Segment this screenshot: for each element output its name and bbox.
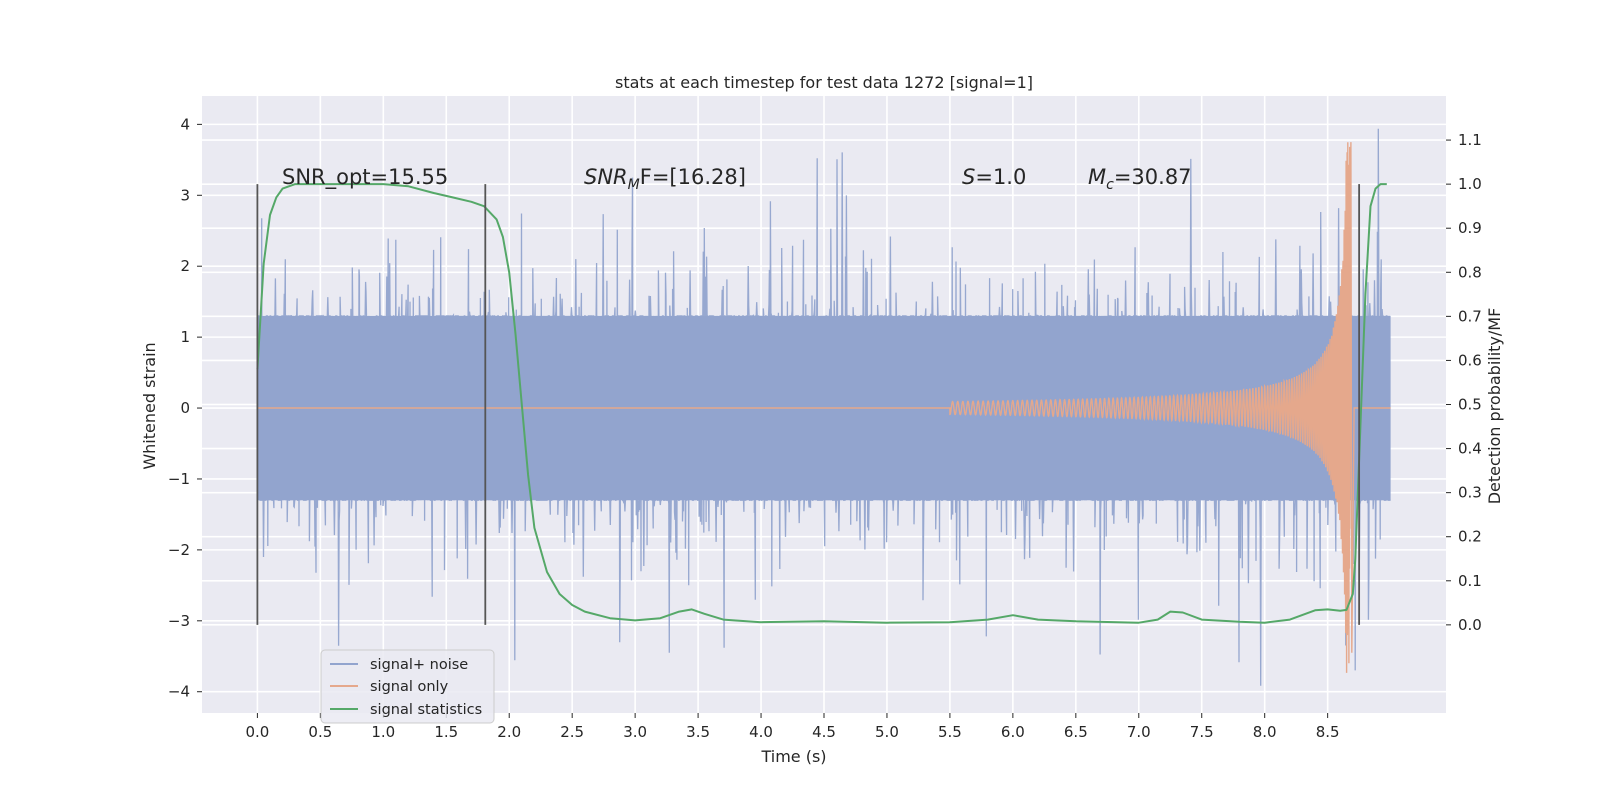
x-axis: 0.0 0.5 1.0 1.5 2.0 2.5 3.0 3.5 4.0 4.5 5.0 5.5 6.0 6… [245, 713, 1340, 741]
x-tick-label: 3.5 [686, 723, 710, 741]
y-right-tick-label: 0.4 [1458, 440, 1482, 458]
snr-mf-sub: M [628, 177, 640, 193]
snr-mf-var: SNR [584, 165, 628, 189]
annotation-snr-opt: SNR_opt=15.55 [282, 165, 448, 190]
y-right-tick-label: 0.2 [1458, 528, 1482, 546]
x-tick-label: 0.5 [308, 723, 332, 741]
y-right-tick-label: 0.5 [1458, 396, 1482, 414]
y-left-tick-label: −4 [168, 683, 190, 701]
series-signal-only [257, 142, 1391, 673]
x-tick-label: 8.0 [1253, 723, 1277, 741]
x-tick-label: 2.5 [560, 723, 584, 741]
y-axis-left-title: Whitened strain [140, 342, 159, 469]
legend: signal+ noise signal only signal statist… [320, 649, 495, 724]
y-left-tick-label: 2 [180, 257, 190, 275]
y-left-tick-label: 1 [180, 328, 190, 346]
x-tick-label: 1.5 [434, 723, 458, 741]
x-tick-label: 2.0 [497, 723, 521, 741]
y-right-tick-label: 1.1 [1458, 131, 1482, 149]
x-tick-label: 5.5 [938, 723, 962, 741]
mc-var: M [1088, 165, 1106, 189]
y-axis-right: 1.1 1.0 0.9 0.8 0.7 0.6 0.5 0.4 0.3 0.2 0.1 0.0 [1446, 131, 1482, 634]
x-tick-label: 7.5 [1190, 723, 1214, 741]
series-signal-statistics [256, 183, 1387, 624]
annotations: SNR_opt=15.55 SNRMF=[16.28] S=1.0 Mc=30.… [282, 165, 1192, 193]
snr-mf-value: F=[16.28] [640, 165, 746, 189]
y-right-tick-label: 0.7 [1458, 307, 1482, 325]
y-right-tick-label: 0.1 [1458, 572, 1482, 590]
legend-box [320, 649, 495, 724]
annotation-s: S=1.0 [962, 165, 1026, 189]
y-left-tick-label: −1 [168, 470, 190, 488]
y-right-tick-label: 0.3 [1458, 484, 1482, 502]
annotation-snr-mf: SNRMF=[16.28] [584, 165, 746, 193]
legend-label-signal-only: signal only [370, 679, 449, 695]
y-axis-right-title: Detection probability/MF [1485, 308, 1504, 505]
s-value: =1.0 [975, 165, 1026, 189]
x-tick-label: 6.0 [1001, 723, 1025, 741]
x-tick-label: 8.5 [1316, 723, 1340, 741]
y-left-tick-label: 0 [180, 399, 190, 417]
y-axis-left: 4 3 2 1 0 −1 −2 −3 −4 [168, 115, 202, 701]
chart-title: stats at each timestep for test data 127… [615, 73, 1033, 92]
x-tick-label: 4.0 [749, 723, 773, 741]
x-tick-label: 0.0 [245, 723, 269, 741]
y-right-tick-label: 0.6 [1458, 351, 1482, 369]
x-axis-title: Time (s) [760, 747, 826, 766]
mc-sub: c [1106, 177, 1114, 193]
legend-label-signal-noise: signal+ noise [370, 657, 468, 673]
x-tick-label: 1.0 [371, 723, 395, 741]
x-tick-label: 7.0 [1127, 723, 1151, 741]
x-tick-label: 4.5 [812, 723, 836, 741]
y-right-tick-label: 0.8 [1458, 263, 1482, 281]
y-right-tick-label: 1.0 [1458, 175, 1482, 193]
y-left-tick-label: 4 [180, 115, 190, 133]
mc-value: =30.87 [1114, 165, 1192, 189]
annotation-mc: Mc=30.87 [1088, 165, 1192, 193]
s-var: S [962, 165, 975, 189]
x-tick-label: 6.5 [1064, 723, 1088, 741]
y-left-tick-label: 3 [180, 186, 190, 204]
x-tick-label: 3.0 [623, 723, 647, 741]
y-right-tick-label: 0.0 [1458, 616, 1482, 634]
y-left-tick-label: −3 [168, 612, 190, 630]
x-tick-label: 5.0 [875, 723, 899, 741]
y-left-tick-label: −2 [168, 541, 190, 559]
vertical-markers [256, 184, 1361, 625]
y-right-tick-label: 0.9 [1458, 219, 1482, 237]
data-layer [256, 128, 1391, 686]
legend-label-signal-statistics: signal statistics [370, 702, 482, 718]
